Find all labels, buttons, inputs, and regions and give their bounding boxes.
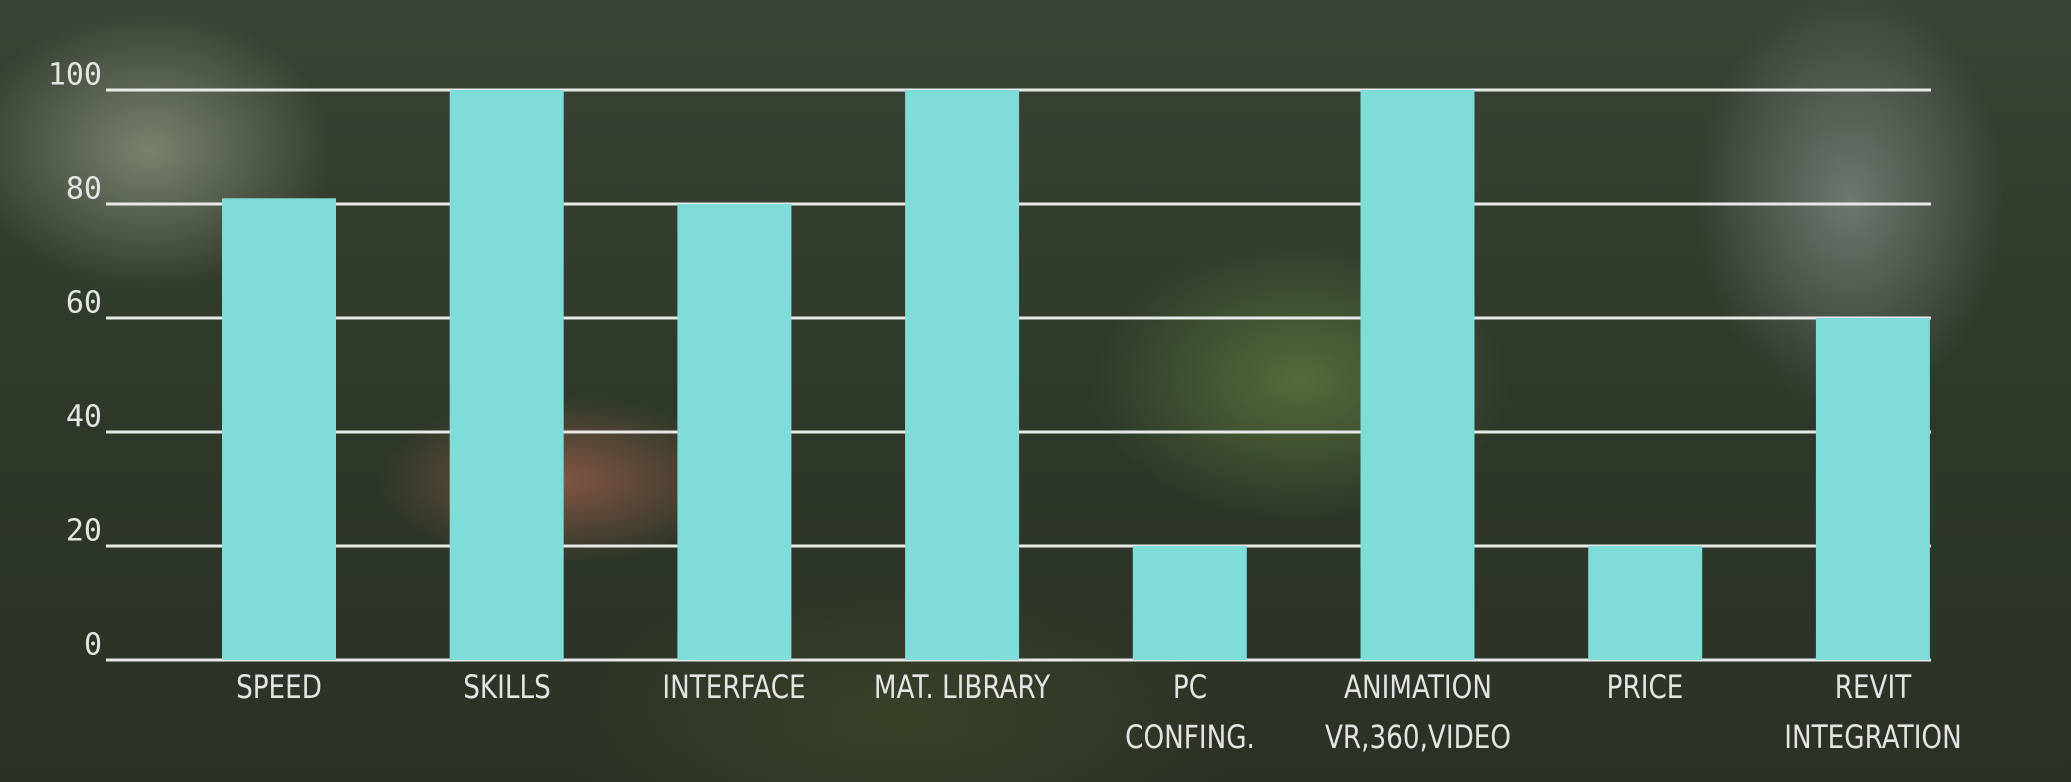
bar bbox=[1588, 546, 1703, 660]
y-tick-label: 80 bbox=[66, 172, 102, 207]
x-tick-label: PC CONFING. bbox=[1124, 668, 1255, 756]
bar bbox=[1360, 90, 1475, 660]
bar bbox=[222, 198, 336, 661]
bar bbox=[449, 90, 564, 660]
y-tick-label: 60 bbox=[66, 286, 102, 321]
x-tick-label: ANIMATION VR,360,VIDEO bbox=[1324, 668, 1511, 756]
bar bbox=[1132, 546, 1247, 660]
y-tick-label: 100 bbox=[48, 58, 102, 93]
y-tick-label: 0 bbox=[84, 628, 102, 663]
y-tick-label: 40 bbox=[66, 400, 102, 435]
x-tick-label: SPEED bbox=[236, 668, 322, 706]
bar bbox=[905, 90, 1020, 660]
bar bbox=[1815, 318, 1930, 660]
x-tick-label: INTERFACE bbox=[662, 668, 807, 706]
x-tick-label: REVIT INTEGRATION bbox=[1784, 668, 1962, 756]
x-tick-label: MAT. LIBRARY bbox=[873, 668, 1051, 706]
x-tick-label: SKILLS bbox=[462, 668, 551, 706]
bar bbox=[677, 204, 792, 660]
x-tick-label: PRICE bbox=[1606, 668, 1684, 706]
y-tick-label: 20 bbox=[66, 514, 102, 549]
